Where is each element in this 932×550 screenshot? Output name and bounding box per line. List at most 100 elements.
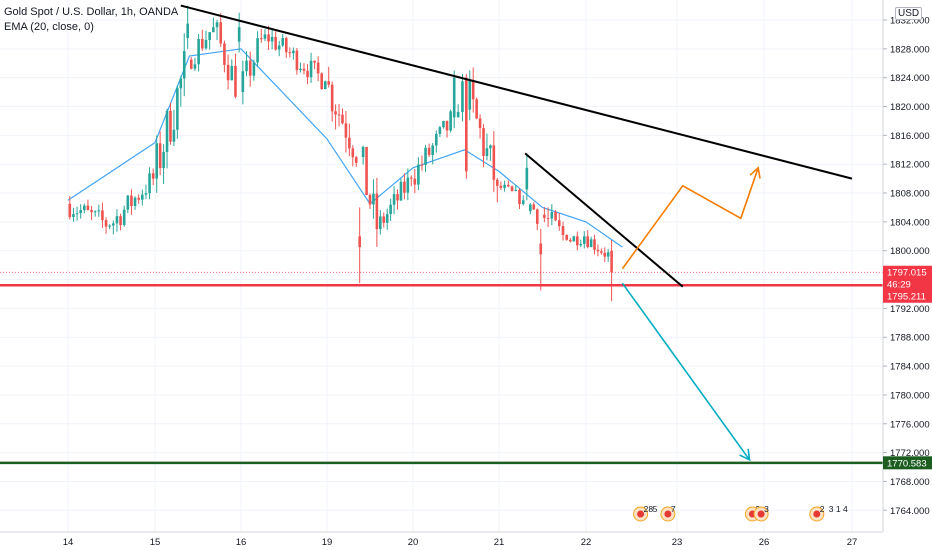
- indicator-legend[interactable]: EMA (20, close, 0): [4, 21, 94, 33]
- x-tick-label: 23: [672, 537, 683, 548]
- candle-body: [133, 197, 137, 207]
- candle-body: [518, 189, 521, 205]
- candle-body: [186, 23, 189, 39]
- candle-body: [115, 216, 119, 224]
- candle-body: [193, 64, 197, 69]
- candle-body: [382, 216, 386, 223]
- candle-body: [327, 81, 331, 85]
- candle-body: [610, 250, 613, 273]
- candle-body: [521, 200, 525, 205]
- y-tick-label: 1804.000: [890, 217, 930, 228]
- price-axis[interactable]: 1832.000 1828.000 1824.000 1820.000 1816.000…: [882, 0, 930, 532]
- candle-body: [442, 120, 445, 128]
- candle-body: [431, 145, 435, 155]
- candle-body: [596, 249, 600, 252]
- event-count: 2: [820, 504, 825, 514]
- events-layer[interactable]: 28573323 1 4: [633, 504, 848, 522]
- x-tick-label: 26: [759, 537, 770, 548]
- chart-title: Gold Spot / U.S. Dollar, 1h, OANDA: [4, 6, 179, 18]
- candle-body: [606, 252, 610, 257]
- candle-body: [245, 60, 248, 72]
- y-tick-label: 1816.000: [890, 131, 930, 142]
- bearish-scenario-arrow: [621, 282, 751, 461]
- candle-body: [148, 173, 151, 194]
- candle-body: [83, 205, 86, 211]
- candle-body: [288, 52, 292, 54]
- candle-body: [532, 204, 536, 210]
- grid-lines: [0, 0, 883, 532]
- event-extra: 3 1 4: [829, 504, 848, 514]
- candle-body: [320, 73, 323, 90]
- event-extra: 5: [653, 504, 658, 514]
- candle-body: [101, 210, 104, 221]
- support-price-label-bg: [883, 289, 932, 303]
- currency-button[interactable]: USD: [895, 7, 923, 20]
- candle-body: [223, 43, 226, 65]
- candle-body: [241, 71, 245, 93]
- candle-body: [482, 128, 485, 157]
- x-tick-label: 15: [150, 537, 161, 548]
- x-tick-label: 21: [494, 537, 505, 548]
- event-dot-icon: [637, 510, 645, 518]
- y-tick-label: 1800.000: [890, 246, 930, 257]
- candle-body: [392, 194, 396, 205]
- candle-body: [144, 193, 148, 195]
- candle-body: [554, 212, 557, 221]
- candle-body: [593, 239, 596, 250]
- candle-body: [208, 32, 211, 40]
- candle-body: [375, 193, 379, 230]
- candle-body: [403, 181, 406, 193]
- bearish-scenario-arrow-head: [739, 448, 751, 462]
- candle-body: [445, 120, 449, 131]
- candle-body: [270, 36, 274, 42]
- candle-body: [182, 51, 186, 79]
- candle-body: [309, 60, 313, 78]
- y-tick-label: 1820.000: [890, 102, 930, 113]
- candle-body: [452, 77, 456, 118]
- candle-body: [237, 27, 241, 42]
- candle-body: [557, 220, 561, 227]
- candle-body: [372, 193, 375, 205]
- candle-body: [427, 147, 431, 155]
- candle-body: [539, 243, 543, 255]
- drawings-layer[interactable]: [180, 4, 853, 462]
- candle-body: [75, 213, 79, 215]
- candle-body: [358, 236, 361, 248]
- candle-body: [162, 151, 165, 169]
- candle-body: [434, 133, 438, 146]
- x-tick-label: 22: [581, 537, 592, 548]
- candle-body: [603, 252, 607, 257]
- candle-body: [141, 194, 144, 200]
- countdown-label-bg: [883, 277, 932, 291]
- candle-body: [576, 236, 579, 246]
- candle-body: [215, 22, 219, 28]
- candle-body: [471, 80, 475, 100]
- candle-body: [306, 70, 309, 78]
- candle-body: [226, 64, 230, 81]
- candle-body: [550, 212, 554, 219]
- candle-body: [368, 195, 372, 205]
- candle-body: [424, 147, 427, 165]
- support-price-label: 1795.211: [887, 292, 926, 303]
- candle-body: [219, 22, 223, 44]
- candle-body: [169, 110, 172, 142]
- time-axis[interactable]: 14 15 16 19 20 21 22 23 26 27: [0, 531, 883, 548]
- candle-body: [230, 65, 234, 81]
- candle-body: [489, 145, 492, 149]
- candle-body: [176, 88, 179, 130]
- candle-body: [535, 209, 539, 224]
- x-tick-label: 19: [322, 537, 333, 548]
- x-tick-label: 27: [847, 537, 858, 548]
- candle-body: [468, 80, 472, 110]
- event-dot-icon: [813, 510, 821, 518]
- candle-body: [396, 194, 399, 201]
- countdown-label: 46:29: [887, 280, 911, 291]
- candle-body: [561, 226, 565, 235]
- candle-body: [155, 143, 159, 179]
- candle-body: [252, 62, 256, 76]
- candle-body: [108, 225, 111, 227]
- candle-body: [330, 84, 334, 112]
- candle-body: [399, 181, 403, 201]
- candle-body: [323, 81, 327, 90]
